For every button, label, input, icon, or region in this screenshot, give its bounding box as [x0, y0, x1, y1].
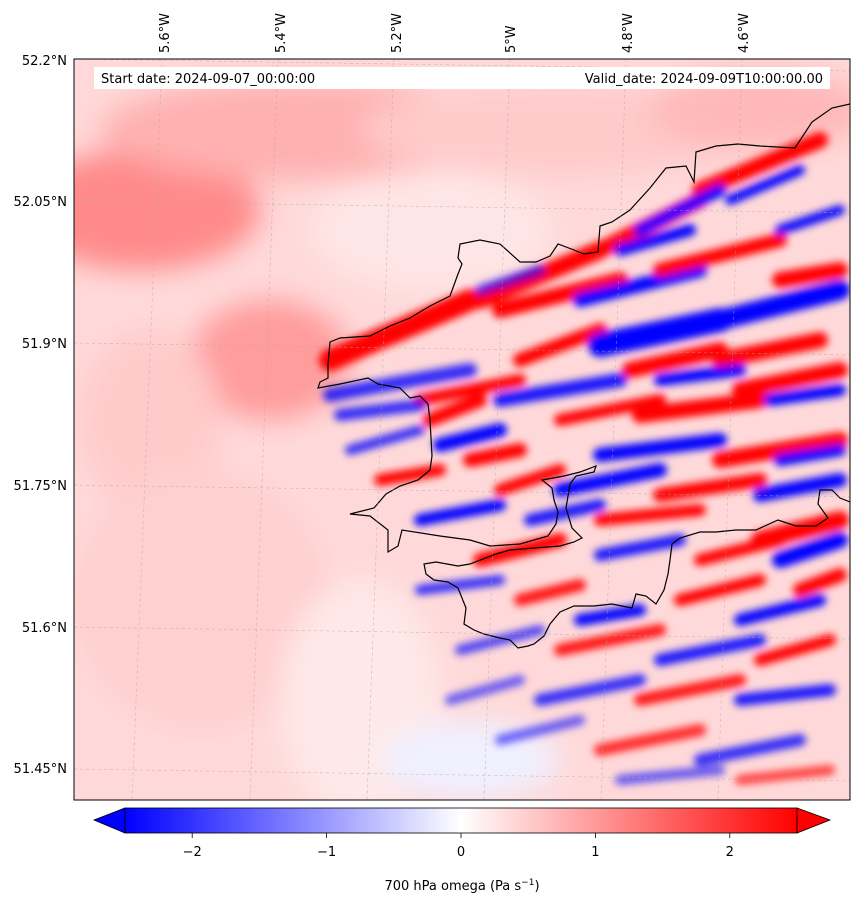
wave-band	[615, 765, 725, 785]
wave-band	[712, 332, 828, 368]
wave-band	[594, 724, 706, 756]
colorbar-extend-high	[796, 807, 832, 834]
wave-band	[524, 499, 606, 526]
graticule	[74, 59, 850, 800]
map-frame	[73, 58, 851, 801]
wave-band	[654, 634, 766, 666]
lat-tick-label: 51.6°N	[22, 621, 67, 636]
colorbar-tick-label: −1	[317, 845, 336, 860]
lat-tick-label: 51.45°N	[14, 762, 67, 777]
wave-band	[574, 604, 646, 626]
wave-band	[334, 399, 426, 421]
wave-band	[588, 308, 732, 357]
coastline	[317, 103, 850, 649]
wave-band	[712, 432, 848, 468]
colorbar-tick-label: −2	[183, 845, 202, 860]
wave-band	[445, 675, 525, 705]
wave-band	[455, 625, 545, 655]
colorbar-body	[124, 807, 798, 834]
lon-tick-label: 5.2°W	[390, 13, 405, 53]
wave-band	[492, 272, 628, 318]
colorbar-tick-label: 1	[591, 845, 599, 860]
wave-band	[710, 280, 850, 330]
lat-tick-labels: 52.2°N 52.05°N 51.9°N 51.75°N 51.6°N 51.…	[14, 54, 67, 777]
wave-band	[594, 534, 686, 561]
wave-band	[622, 342, 728, 378]
lat-tick-label: 52.2°N	[22, 54, 67, 69]
wave-band	[433, 423, 507, 452]
wave-band	[653, 473, 767, 502]
wave-band	[423, 393, 487, 427]
wave-band	[493, 373, 627, 407]
wave-band	[513, 323, 607, 367]
lon-tick-label: 5°W	[504, 25, 519, 53]
wave-band	[634, 184, 726, 236]
colorbar-extend-low	[92, 807, 126, 834]
wave-band	[692, 132, 828, 198]
wave-band	[734, 684, 836, 706]
lon-tick-label: 5.4°W	[274, 13, 289, 53]
wave-band	[463, 443, 527, 467]
annotation-box	[94, 67, 830, 89]
wave-band	[772, 262, 848, 288]
wave-band	[319, 289, 481, 371]
lon-tick-labels: 5.6°W 5.4°W 5.2°W 5°W 4.8°W 4.6°W	[158, 13, 752, 53]
wave-band	[345, 425, 425, 455]
lon-tick-label: 4.6°W	[737, 13, 752, 53]
wave-band	[694, 534, 786, 566]
wave-band	[553, 463, 667, 497]
valid-date-label: Valid_date: 2024-09-09T10:00:00.00	[585, 72, 823, 87]
wave-band	[593, 433, 727, 462]
wave-band	[554, 624, 666, 656]
colorbar: −2 −1 0 1 2 700 hPa omega (Pa s−1)	[92, 807, 832, 894]
wave-band	[754, 634, 836, 666]
wave-band	[594, 504, 706, 526]
wave-band	[735, 765, 835, 785]
wave-band	[734, 594, 826, 626]
lat-tick-label: 51.9°N	[22, 337, 67, 352]
lat-tick-label: 51.75°N	[14, 479, 67, 494]
wave-band	[323, 363, 477, 402]
wave-band	[494, 464, 566, 496]
wave-band	[473, 533, 567, 567]
wave-band	[475, 265, 545, 295]
lon-tick-label: 4.8°W	[621, 13, 636, 53]
colorbar-tick-label: 0	[457, 845, 465, 860]
wave-bands	[319, 132, 850, 785]
wave-band	[495, 715, 585, 745]
wave-band	[514, 579, 586, 606]
colorbar-tick-label: 2	[726, 845, 734, 860]
wave-band	[374, 464, 446, 486]
wave-band	[634, 674, 746, 706]
wave-band	[653, 233, 787, 277]
lon-tick-label: 5.6°W	[158, 13, 173, 53]
wave-band	[775, 205, 845, 235]
start-date-label: Start date: 2024-09-07_00:00:00	[101, 72, 315, 87]
wave-band	[774, 444, 846, 466]
lat-tick-label: 52.05°N	[14, 195, 67, 210]
wave-band	[654, 364, 746, 386]
wave-band	[415, 575, 505, 595]
wave-band	[732, 362, 848, 398]
wave-band	[573, 263, 707, 307]
wave-band	[772, 532, 848, 568]
wave-band	[694, 734, 806, 766]
wave-band	[554, 394, 666, 426]
wave-band	[632, 392, 768, 423]
colorbar-ticks: −2 −1 0 1 2	[183, 833, 734, 860]
wave-band	[614, 224, 696, 256]
wave-band	[793, 568, 847, 597]
wave-band	[764, 384, 846, 406]
background-shading	[74, 70, 850, 800]
colorbar-label: 700 hPa omega (Pa s−1)	[384, 878, 539, 894]
wave-band	[534, 674, 646, 706]
wave-band	[414, 499, 506, 526]
wave-band	[674, 574, 766, 606]
omega-field	[74, 59, 850, 800]
wave-band	[753, 473, 847, 502]
wave-band	[414, 374, 526, 406]
wave-band	[725, 165, 805, 205]
